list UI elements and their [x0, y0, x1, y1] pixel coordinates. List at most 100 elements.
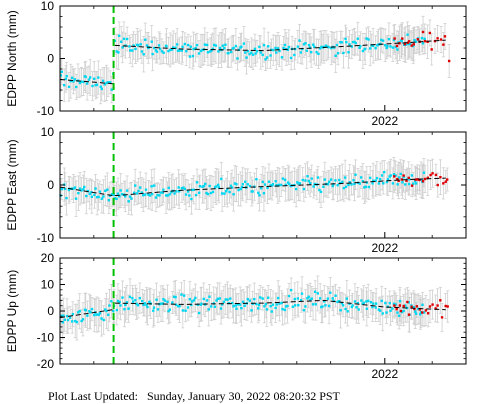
data-point-cyan: [214, 44, 218, 47]
data-point-cyan: [340, 301, 344, 305]
x-tick-label: 2022: [371, 241, 398, 255]
data-point-cyan: [350, 305, 354, 309]
data-point-cyan: [121, 46, 124, 49]
data-point-cyan: [251, 190, 254, 193]
data-point-cyan: [102, 195, 105, 198]
data-point-cyan: [332, 183, 335, 186]
data-point-cyan: [127, 307, 130, 310]
data-point-cyan: [100, 317, 103, 320]
data-point-red: [396, 177, 399, 181]
data-point-red: [447, 59, 451, 63]
data-point-cyan: [264, 302, 268, 306]
data-point-cyan: [399, 172, 402, 176]
data-point-red: [402, 304, 405, 308]
data-point-cyan: [167, 186, 170, 190]
data-point-cyan: [69, 79, 72, 83]
data-point-cyan: [278, 183, 281, 187]
data-point-cyan: [251, 53, 255, 56]
data-point-cyan: [261, 297, 264, 300]
data-point-cyan: [158, 194, 161, 197]
data-point-cyan: [422, 311, 426, 314]
data-point-cyan: [88, 76, 92, 79]
data-point-cyan: [240, 185, 244, 189]
data-point-cyan: [361, 180, 365, 183]
data-point-cyan: [59, 74, 63, 77]
data-point-red: [428, 305, 432, 308]
data-point-cyan: [232, 46, 235, 50]
data-point-cyan: [80, 80, 83, 83]
data-point-cyan: [347, 183, 350, 187]
data-point-cyan: [78, 310, 81, 313]
data-point-cyan: [348, 302, 351, 305]
data-point-cyan: [150, 185, 153, 188]
data-point-red: [393, 304, 396, 307]
data-point-red: [434, 173, 438, 177]
data-point-cyan: [153, 46, 156, 50]
data-point-cyan: [157, 44, 161, 47]
data-point-cyan: [124, 195, 127, 198]
data-point-cyan: [380, 299, 383, 303]
data-point-cyan: [206, 192, 210, 196]
data-point-cyan: [367, 38, 370, 41]
data-point-cyan: [184, 193, 188, 196]
data-point-cyan: [287, 294, 291, 298]
data-point-cyan: [182, 186, 185, 189]
data-point-cyan: [259, 51, 262, 54]
data-point-cyan: [71, 320, 74, 323]
data-point-cyan: [356, 37, 360, 40]
data-point-cyan: [219, 307, 223, 310]
data-point-cyan: [186, 190, 190, 193]
data-point-cyan: [258, 45, 261, 49]
data-point-cyan: [180, 49, 184, 52]
data-point-cyan: [354, 41, 357, 45]
data-point-red: [399, 309, 403, 313]
data-point-cyan: [155, 298, 158, 301]
panel-1: -10 0 10 2022 EDPP North (mm): [5, 0, 467, 128]
data-point-cyan: [217, 50, 220, 53]
data-point-cyan: [233, 182, 237, 185]
data-point-cyan: [177, 305, 180, 308]
data-point-cyan: [242, 42, 246, 45]
data-point-cyan: [254, 52, 257, 55]
data-point-cyan: [115, 50, 118, 53]
data-point-cyan: [332, 46, 336, 49]
data-point-cyan: [420, 36, 424, 40]
data-point-red: [421, 30, 425, 34]
data-point-cyan: [124, 303, 127, 306]
data-point-cyan: [185, 50, 188, 53]
data-point-cyan: [253, 297, 256, 301]
data-point-cyan: [338, 300, 341, 303]
data-point-cyan: [112, 193, 115, 196]
data-point-cyan: [167, 309, 170, 313]
data-point-cyan: [208, 184, 211, 188]
data-point-cyan: [318, 188, 321, 192]
data-point-cyan: [245, 56, 248, 59]
data-point-cyan: [274, 306, 277, 310]
data-point-cyan: [355, 306, 358, 309]
data-point-cyan: [313, 290, 317, 293]
data-point-cyan: [269, 54, 272, 57]
data-point-cyan: [188, 55, 192, 58]
data-point-cyan: [194, 296, 197, 300]
data-point-cyan: [216, 297, 219, 301]
data-point-cyan: [217, 186, 221, 189]
trend-line: [59, 39, 446, 85]
data-point-cyan: [142, 303, 145, 307]
data-point-red: [407, 176, 410, 180]
data-point-cyan: [306, 297, 309, 300]
y-tick-label: 20: [41, 251, 55, 265]
data-point-red: [395, 44, 399, 48]
data-point-red: [410, 305, 413, 308]
data-point-cyan: [196, 303, 199, 306]
data-point-cyan: [267, 180, 271, 183]
data-point-cyan: [246, 297, 249, 301]
data-point-cyan: [181, 309, 185, 312]
data-point-cyan: [246, 50, 250, 53]
data-point-cyan: [323, 300, 326, 303]
data-point-cyan: [231, 301, 234, 305]
data-point-cyan: [95, 83, 99, 86]
data-point-cyan: [113, 39, 116, 43]
data-point-cyan: [190, 197, 193, 201]
data-point-cyan: [302, 43, 306, 46]
